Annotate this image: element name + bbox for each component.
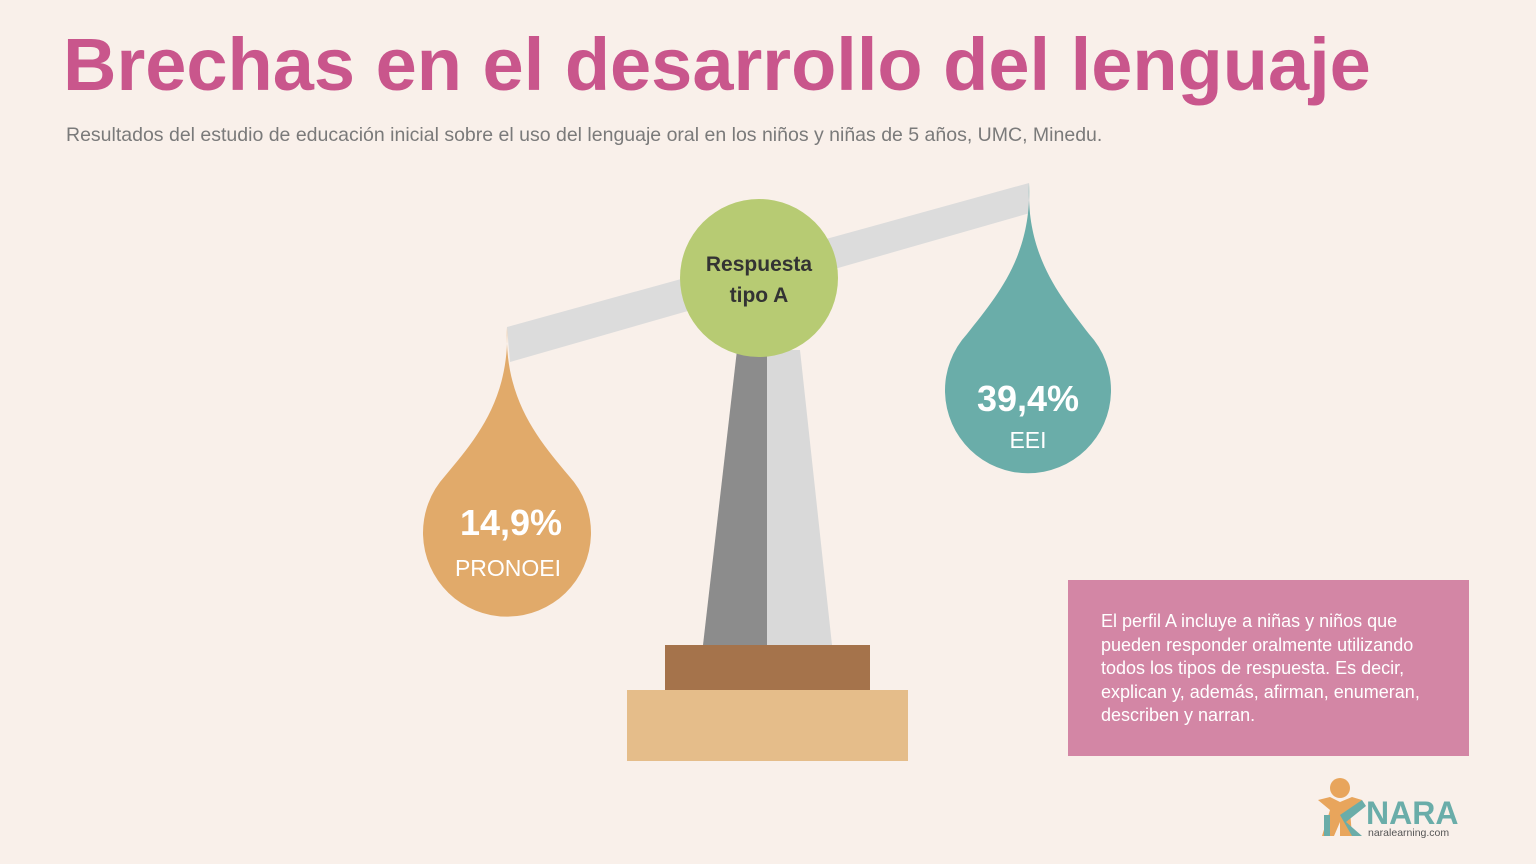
right-drop	[945, 183, 1111, 474]
pillar-light	[767, 350, 832, 645]
right-label: EEI	[1009, 427, 1046, 453]
base-bottom	[627, 690, 908, 761]
logo: NARA naralearning.com	[1318, 778, 1458, 839]
note-box: El perfil A incluye a niñas y niños que …	[1068, 580, 1469, 756]
logo-name: NARA	[1366, 795, 1458, 831]
center-circle	[680, 199, 838, 357]
right-value: 39,4%	[977, 378, 1079, 419]
subtitle: Resultados del estudio de educación inic…	[66, 124, 1103, 146]
base-top	[665, 645, 870, 691]
logo-url: naralearning.com	[1368, 827, 1449, 839]
logo-k	[1324, 800, 1366, 836]
center-label: Respuesta	[706, 253, 813, 276]
center-label: tipo A	[730, 284, 789, 307]
left-label: PRONOEI	[455, 555, 561, 581]
left-value: 14,9%	[460, 502, 562, 543]
pillar-dark	[703, 350, 767, 645]
title: Brechas en el desarrollo del lenguaje	[63, 23, 1371, 106]
left-drop	[423, 327, 591, 617]
logo-head	[1330, 778, 1350, 798]
